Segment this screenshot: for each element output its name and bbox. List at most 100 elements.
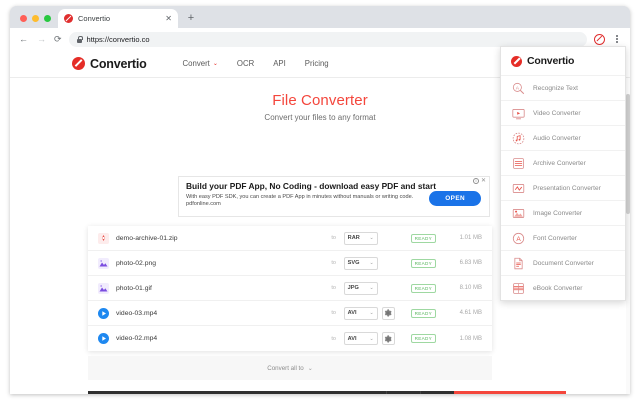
page-viewport: Convertio Convert ⌄ OCR API Pricing File… <box>10 50 630 394</box>
new-tab-button[interactable]: + <box>187 12 195 24</box>
ad-domain: pdfonline.com <box>186 201 221 207</box>
ad-info-icon[interactable]: i <box>472 178 479 184</box>
format-select[interactable]: JPG ⌄ <box>343 281 378 295</box>
menu-item-label: Archive Converter <box>533 159 586 167</box>
format-value: JPG <box>347 285 359 291</box>
close-window-button[interactable] <box>20 15 27 22</box>
menu-item-label: Document Converter <box>533 259 594 267</box>
to-label: to <box>331 310 336 316</box>
format-select[interactable]: AVI ⌄ <box>343 306 378 320</box>
file-list-panel: demo-archive-01.zip to RAR ⌄ READY 1.01 … <box>88 226 492 351</box>
menu-item-ebook-converter[interactable]: eBook Converter <box>501 275 625 300</box>
minimize-window-button[interactable] <box>32 15 39 22</box>
back-button[interactable]: ← <box>19 34 28 44</box>
file-size: 8.10 MB <box>459 285 482 291</box>
svg-text:A: A <box>516 235 521 242</box>
menu-item-document-converter[interactable]: Document Converter <box>501 250 625 275</box>
page-title: File Converter <box>272 92 368 109</box>
menu-item-recognize-text[interactable]: A Recognize Text <box>501 75 625 100</box>
format-value: SVG <box>347 260 360 266</box>
nav-item-pricing[interactable]: Pricing <box>304 59 329 68</box>
table-row[interactable]: video-03.mp4 to AVI ⌄ READY 4.61 MB <box>88 301 492 326</box>
font-icon: A <box>511 231 525 245</box>
image-file-icon <box>98 257 109 269</box>
chevron-down-icon: ⌄ <box>307 365 313 372</box>
brand-name: Convertio <box>90 56 147 71</box>
menu-item-audio-converter[interactable]: Audio Converter <box>501 125 625 150</box>
menu-item-label: Recognize Text <box>533 84 578 92</box>
menu-item-label: Presentation Converter <box>533 184 601 192</box>
video-file-icon <box>98 333 109 344</box>
convert-button[interactable]: Convert → <box>454 391 566 394</box>
chevron-down-icon: ⌄ <box>369 335 374 342</box>
format-select[interactable]: AVI ⌄ <box>343 332 378 345</box>
convertio-extension-icon[interactable] <box>594 33 605 45</box>
to-label: to <box>331 260 336 266</box>
convertio-logo-icon <box>511 55 522 67</box>
nav-item-api[interactable]: API <box>273 59 286 68</box>
format-value: AVI <box>347 310 357 316</box>
forward-button[interactable]: → <box>37 34 46 44</box>
browser-window: Convertio ✕ + ← → ⟳ https://convertio.co… <box>10 6 630 394</box>
menu-item-video-converter[interactable]: Video Converter <box>501 100 625 125</box>
dropdown-brand: Convertio <box>501 47 625 75</box>
file-size: 4.61 MB <box>459 310 482 316</box>
address-bar[interactable]: https://convertio.co <box>68 31 587 47</box>
table-row[interactable]: demo-archive-01.zip to RAR ⌄ READY 1.01 … <box>88 226 492 251</box>
video-file-icon <box>98 307 109 319</box>
tab-title: Convertio <box>78 14 111 23</box>
chevron-down-icon: ⌄ <box>369 310 374 316</box>
chevron-down-icon: ⌄ <box>369 235 374 241</box>
file-name: video-03.mp4 <box>116 309 158 317</box>
maximize-window-button[interactable] <box>44 15 51 22</box>
url-text: https://convertio.co <box>86 34 150 44</box>
site-logo[interactable]: Convertio <box>72 57 147 71</box>
ad-open-button[interactable]: OPEN <box>429 191 481 206</box>
ad-close-icon[interactable]: ✕ <box>480 178 486 184</box>
format-select[interactable]: RAR ⌄ <box>343 231 378 245</box>
format-select[interactable]: SVG ⌄ <box>343 256 378 270</box>
menu-item-font-converter[interactable]: A Font Converter <box>501 225 625 250</box>
convert-dropdown-menu: Convertio A Recognize Text Video Convert… <box>500 46 626 301</box>
close-tab-icon[interactable]: ✕ <box>165 13 172 23</box>
browser-tabstrip: Convertio ✕ + <box>10 6 630 28</box>
table-row[interactable]: photo-02.png to SVG ⌄ READY 6.83 MB <box>88 251 492 276</box>
settings-gear-icon[interactable] <box>381 332 395 345</box>
image-icon <box>511 206 525 220</box>
menu-item-archive-converter[interactable]: Archive Converter <box>501 150 625 175</box>
to-label: to <box>331 285 336 291</box>
ad-title: Build your PDF App, No Coding - download… <box>186 181 437 191</box>
table-row[interactable]: photo-01.gif to JPG ⌄ READY 8.10 MB <box>88 276 492 301</box>
dropbox-icon[interactable] <box>386 391 420 394</box>
status-badge: READY <box>410 308 436 318</box>
settings-gear-icon[interactable] <box>381 306 395 320</box>
menu-item-image-converter[interactable]: Image Converter <box>501 200 625 225</box>
reload-button[interactable]: ⟳ <box>54 33 62 44</box>
window-controls[interactable] <box>18 15 58 28</box>
document-icon <box>511 256 525 270</box>
table-row[interactable]: video-02.mp4 to AVI ⌄ READY 1.08 MB <box>88 326 492 351</box>
page-scrollbar-thumb[interactable] <box>626 94 630 214</box>
video-icon <box>511 106 525 120</box>
google-drive-icon[interactable] <box>420 391 454 394</box>
page-scrollbar-track[interactable] <box>626 94 630 394</box>
kebab-menu-icon[interactable] <box>612 34 622 44</box>
menu-item-label: Video Converter <box>533 109 581 117</box>
menu-item-label: eBook Converter <box>533 284 583 292</box>
ad-badges: i ✕ <box>472 178 486 184</box>
browser-toolbar: ← → ⟳ https://convertio.co <box>10 28 630 50</box>
ad-body: With easy PDF SDK, you can create a PDF … <box>186 193 414 200</box>
nav-convert-label: Convert <box>182 59 210 68</box>
nav-item-ocr[interactable]: OCR <box>236 59 255 68</box>
menu-item-label: Audio Converter <box>533 134 581 142</box>
status-badge: READY <box>410 233 436 243</box>
convert-all-to-control[interactable]: Convert all to ⌄ <box>88 356 492 380</box>
menu-item-presentation-converter[interactable]: Presentation Converter <box>501 175 625 200</box>
file-name: demo-archive-01.zip <box>116 234 178 242</box>
dropdown-brand-name: Convertio <box>527 55 575 67</box>
browser-tab-convertio[interactable]: Convertio ✕ <box>58 9 178 28</box>
advertisement-banner[interactable]: i ✕ Build your PDF App, No Coding - down… <box>178 176 490 217</box>
nav-item-convert[interactable]: Convert ⌄ <box>183 59 218 68</box>
file-size: 6.83 MB <box>459 260 482 266</box>
